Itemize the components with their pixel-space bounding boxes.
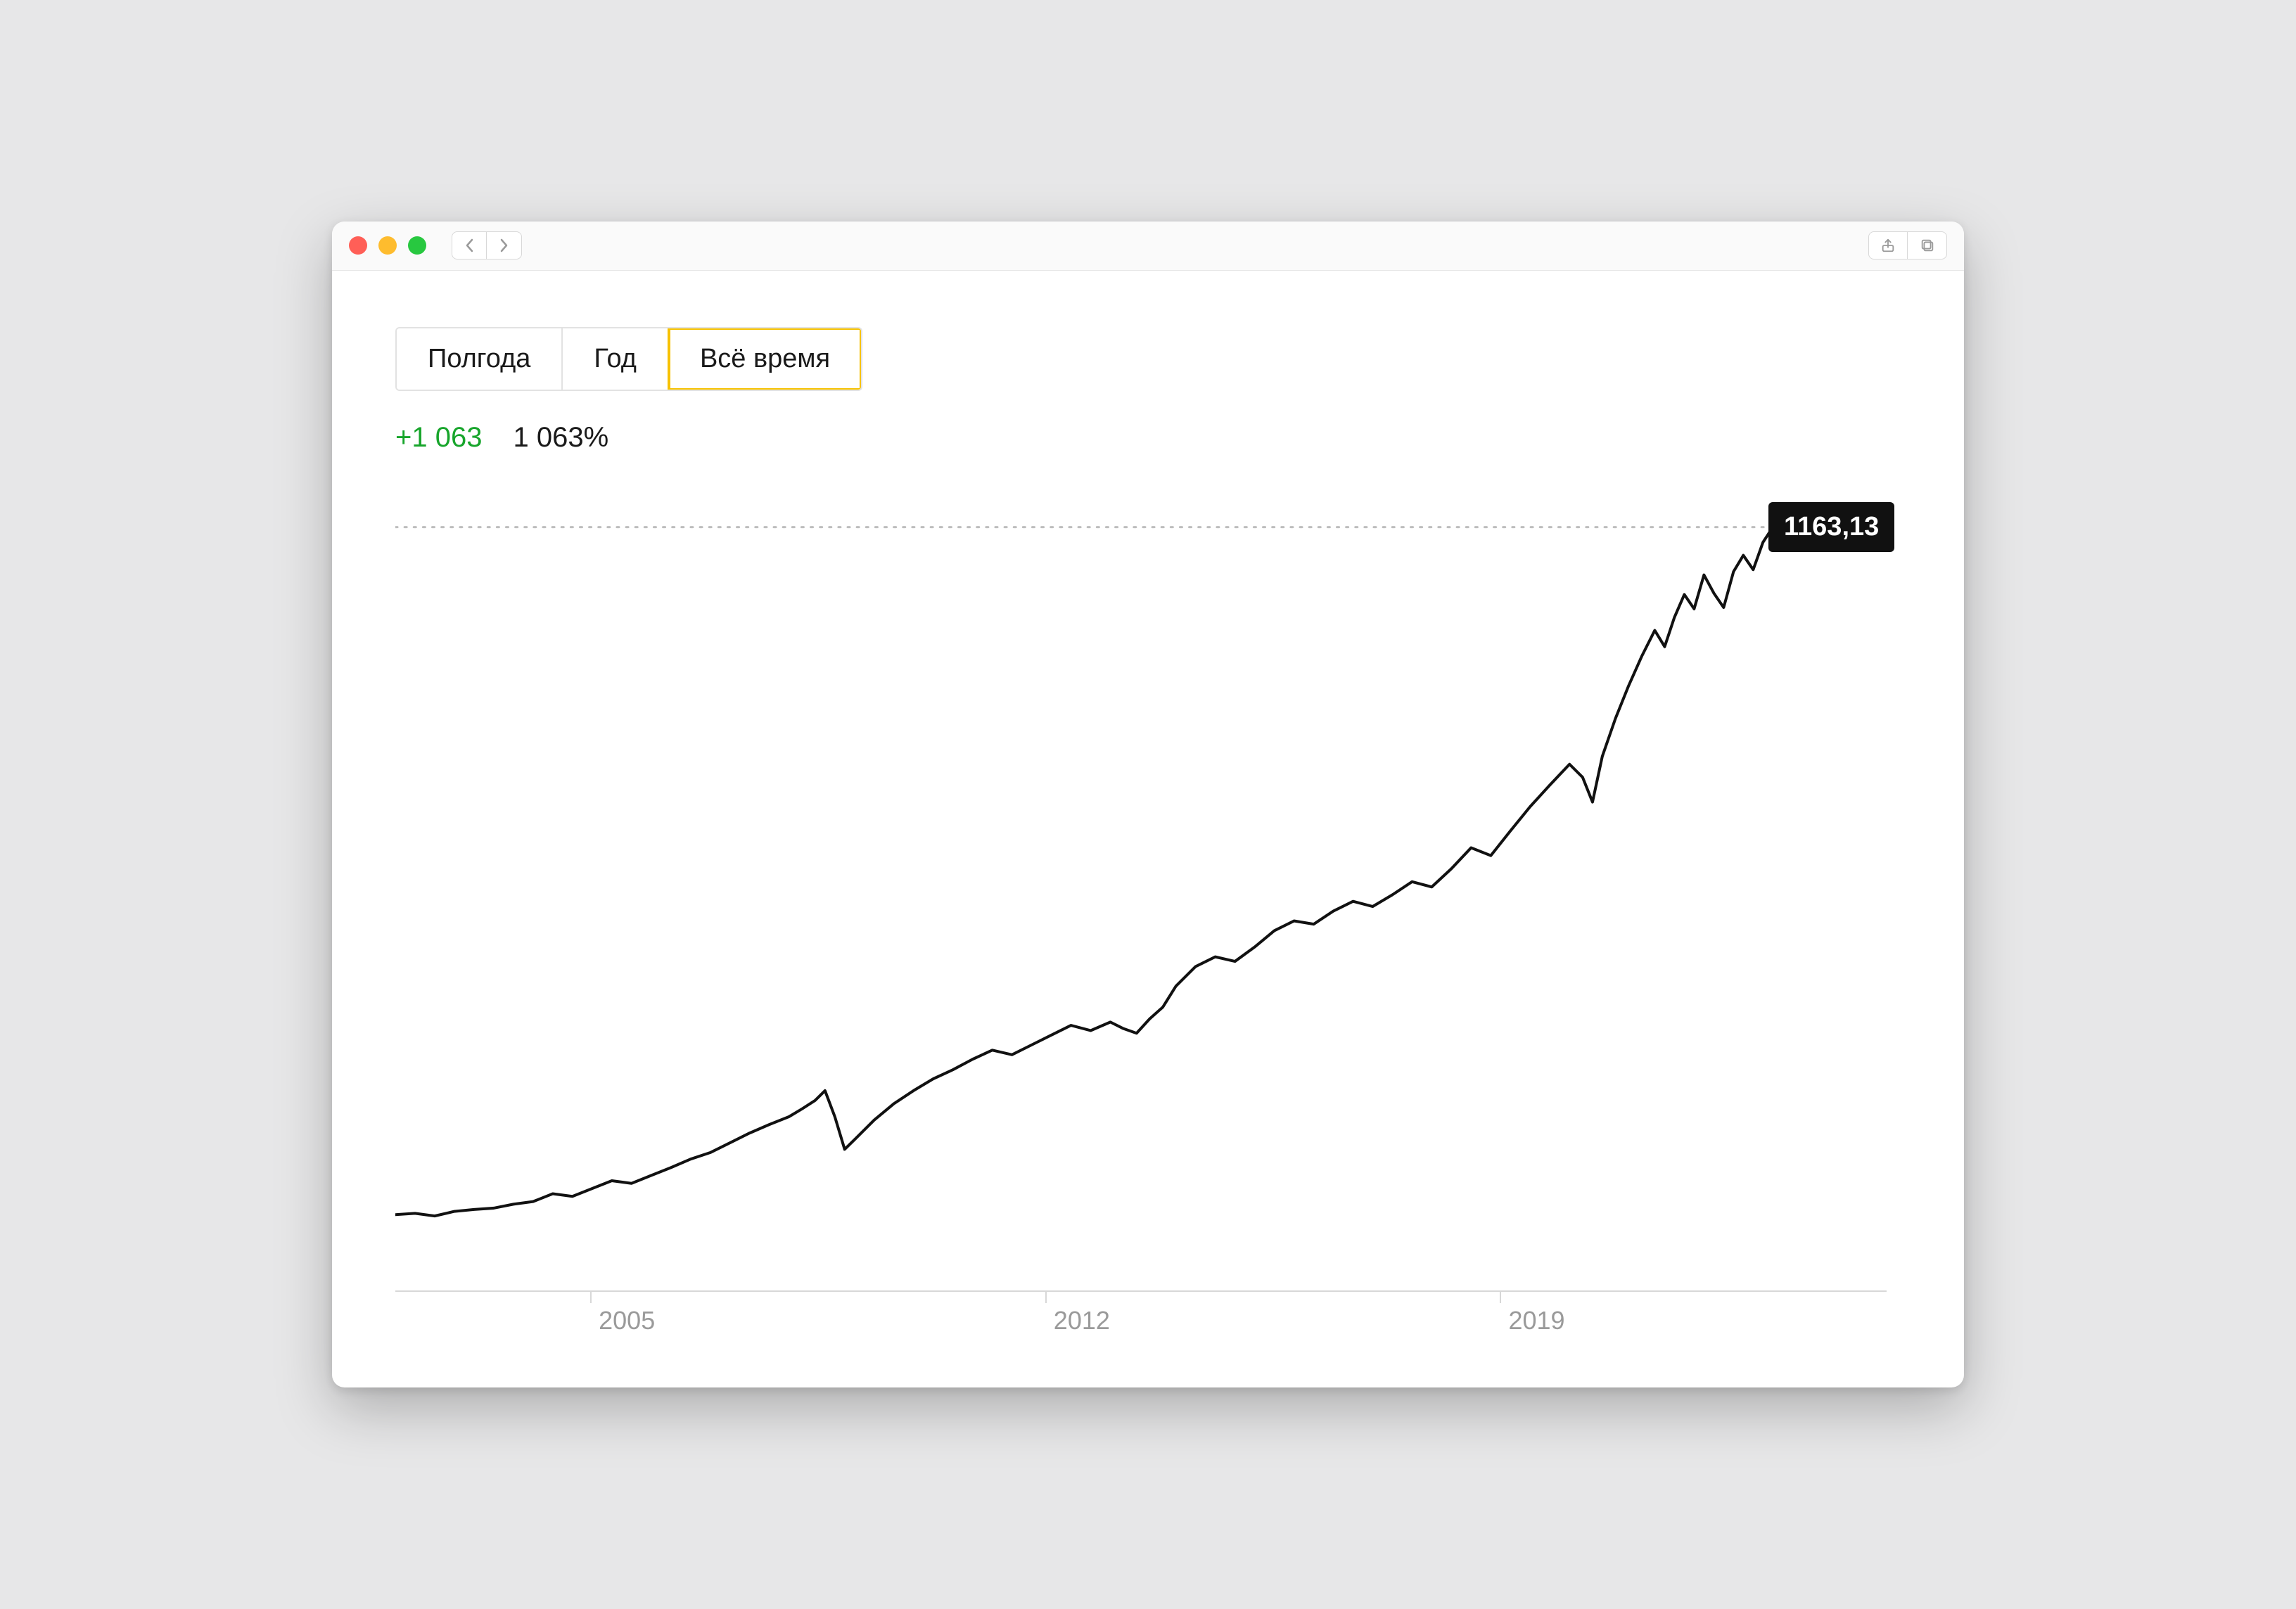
period-tab[interactable]: Полгода	[397, 328, 563, 390]
window-titlebar	[332, 222, 1964, 271]
chart-x-axis: 2005 2012 2019	[395, 1290, 1887, 1338]
window-maximize-icon[interactable]	[408, 236, 426, 255]
nav-forward-button[interactable]	[487, 231, 522, 259]
tabs-button[interactable]	[1908, 231, 1947, 259]
performance-stats: +1 063 1 063%	[395, 422, 1901, 454]
period-tab[interactable]: Год	[563, 328, 669, 390]
traffic-lights	[349, 236, 426, 255]
price-chart: 1163,13 2005 2012 2019	[395, 475, 1901, 1339]
browser-window: ПолгодаГодВсё время +1 063 1 063% 1163,1…	[332, 222, 1964, 1388]
window-minimize-icon[interactable]	[378, 236, 397, 255]
share-button[interactable]	[1868, 231, 1908, 259]
x-tick-label: 2005	[599, 1306, 655, 1335]
x-tick-label: 2019	[1508, 1306, 1564, 1335]
nav-back-button[interactable]	[452, 231, 487, 259]
content-area: ПолгодаГодВсё время +1 063 1 063% 1163,1…	[332, 271, 1964, 1388]
x-tick	[1500, 1292, 1501, 1303]
change-percent: 1 063%	[513, 422, 608, 454]
x-tick	[590, 1292, 592, 1303]
window-close-icon[interactable]	[349, 236, 367, 255]
nav-buttons	[452, 231, 522, 259]
x-tick	[1045, 1292, 1047, 1303]
x-tick-label: 2012	[1054, 1306, 1110, 1335]
current-value-badge: 1163,13	[1768, 502, 1894, 552]
period-tab[interactable]: Всё время	[669, 328, 861, 390]
period-tabs: ПолгодаГодВсё время	[395, 327, 862, 391]
chart-canvas	[395, 475, 1901, 1291]
change-absolute: +1 063	[395, 422, 482, 454]
titlebar-right-buttons	[1868, 231, 1947, 259]
